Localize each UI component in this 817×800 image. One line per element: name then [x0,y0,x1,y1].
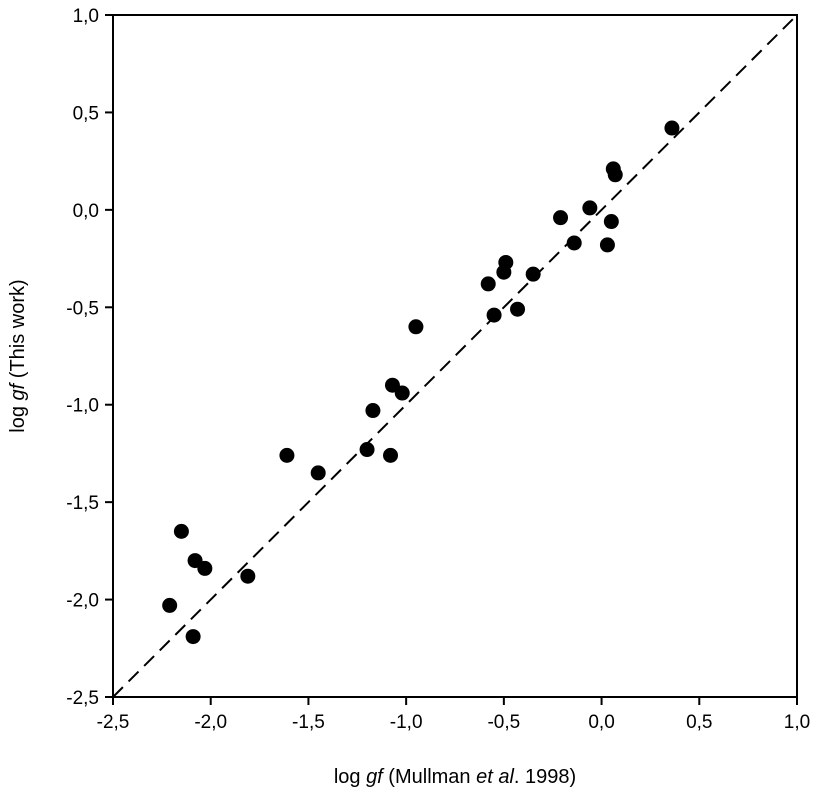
data-points-layer [162,120,680,645]
x-tick-label: -0,5 [487,712,520,733]
data-point [486,307,502,323]
y-tick-label: -1,0 [66,396,99,417]
x-tick-label: -1,0 [390,712,423,733]
data-point [162,597,178,613]
y-tick-label: -1,5 [66,493,99,514]
data-point [480,276,496,292]
x-tick-label: 0,5 [686,712,712,733]
y-tick-label: -0,5 [66,298,99,319]
y-axis-title: log gf (This work) [7,279,29,432]
data-point [607,167,623,183]
data-point [603,214,619,230]
data-point [566,235,582,251]
x-tick-label: 0,0 [588,712,614,733]
reference-line-layer [112,14,798,698]
data-point [383,447,399,463]
x-tick-label: -2,0 [194,712,227,733]
y-tick-label: 1,0 [73,6,99,27]
x-tick-label: -1,5 [292,712,325,733]
y-tick-label: 0,0 [73,201,99,222]
reference-line [112,14,798,698]
data-point [664,120,680,136]
data-point [582,200,598,216]
data-point [197,560,213,576]
data-point [310,465,326,481]
data-point [359,442,375,458]
data-point [173,523,189,539]
data-point [599,237,615,253]
x-tick-label: 1,0 [784,712,810,733]
plot-frame [112,14,798,698]
data-point [279,447,295,463]
y-tick-label: 0,5 [73,103,99,124]
data-point [365,403,381,419]
y-tick-label: -2,0 [66,591,99,612]
data-point [496,264,512,280]
data-point [408,319,424,335]
data-point [240,568,256,584]
x-axis-title: log gf (Mullman et al. 1998) [334,766,576,788]
data-point [510,301,526,317]
x-tick-label: -2,5 [97,712,130,733]
y-tick-label: -2,5 [66,688,99,709]
data-point [185,629,201,645]
data-point [394,385,410,401]
y-axis-ticks: -2,5 -2,0 -1,5 -1,0 -0,5 0,0 0,5 1,0 [66,6,113,709]
data-point [525,266,541,282]
x-axis-ticks: -2,5 -2,0 -1,5 -1,0 -0,5 0,0 0,5 1,0 [97,697,810,733]
data-point [553,210,569,226]
